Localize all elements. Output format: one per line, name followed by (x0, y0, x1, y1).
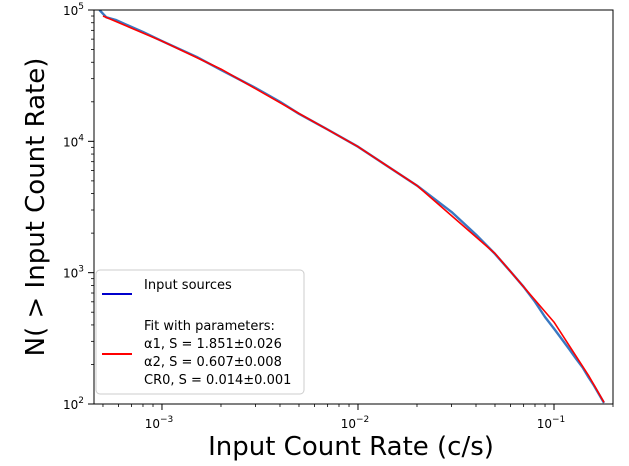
x-tick-label: 10−3 (145, 415, 174, 431)
legend-label-input-sources: Input sources (144, 278, 232, 293)
legend-label-alpha1: α1, S = 1.851±0.026 (144, 337, 282, 352)
legend-label-alpha2: α2, S = 0.607±0.008 (144, 355, 282, 370)
y-tick-label: 105 (63, 2, 84, 18)
y-axis-label: N( > Input Count Rate) (21, 58, 51, 357)
tick-layer: 10−3 10−2 10−1 102 103 104 105 (63, 2, 614, 431)
plot-frame (93, 9, 614, 405)
y-tick-label: 104 (63, 133, 84, 149)
y-tick-label: 102 (63, 396, 84, 412)
legend-label-fit-title: Fit with parameters: (144, 319, 275, 334)
legend-label-cr0: CR0, S = 0.014±0.001 (144, 373, 291, 388)
x-tick-label: 10−2 (341, 415, 370, 431)
y-tick-label: 103 (63, 265, 84, 281)
series-layer (98, 10, 606, 404)
legend: Input sources Fit with parameters: α1, S… (95, 269, 305, 395)
legend-box (95, 269, 305, 395)
x-tick-label: 10−1 (537, 415, 566, 431)
series-line-fit (102, 15, 605, 403)
x-axis-label: Input Count Rate (c/s) (208, 432, 494, 462)
